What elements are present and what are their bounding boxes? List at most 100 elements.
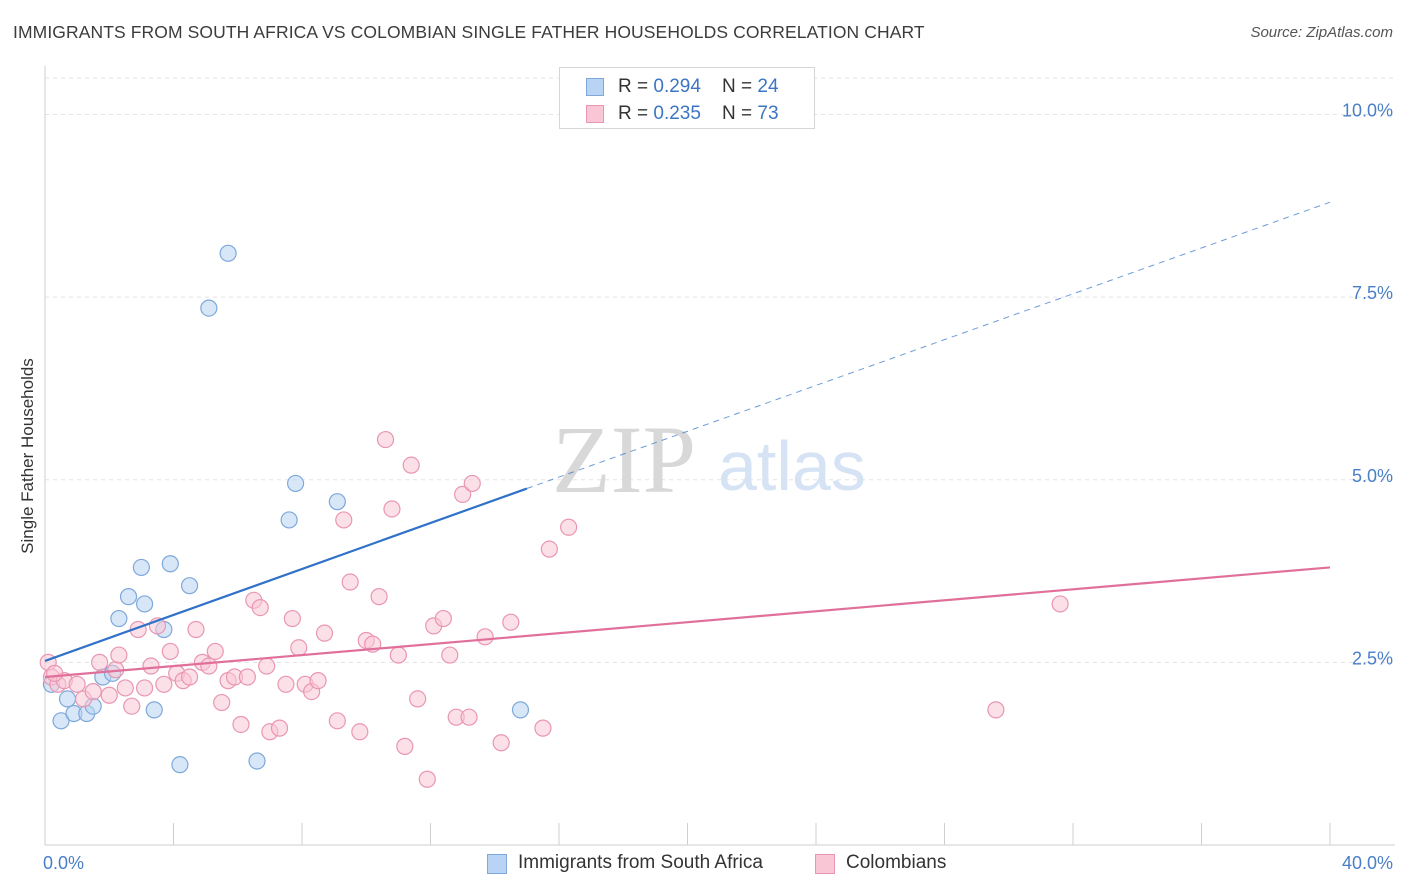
colombians-point [351,723,369,741]
south-africa-point [248,752,266,770]
colombians-point [46,664,64,682]
colombians-point [441,646,459,664]
south-africa-point [132,558,150,577]
south-africa-point [180,577,199,595]
tick-label-layer: 2.5% 5.0% 7.5% 10.0% 0.0% 40.0% [43,101,1393,873]
colombians-point [232,715,250,734]
colombians-point [402,456,420,474]
colombians-point [370,588,388,606]
colombians-point [68,675,86,693]
colombians-point [277,675,295,693]
colombians-point [110,646,128,664]
x-tick-label: 0.0% [43,853,84,873]
stats-text: R = 0.294 N = 24 [618,76,779,98]
colombians-point [213,693,231,712]
south-africa-point [280,511,298,529]
colombians-point [200,657,218,675]
colombians-point [135,679,154,697]
colombians-point [389,646,407,664]
colombians-point [180,668,199,686]
n-label: N = [722,76,758,97]
south-africa-point [219,244,237,262]
colombians-point [492,734,510,752]
colombians-point [290,639,308,657]
watermark-atlas: atlas [718,427,866,505]
colombians-point [84,682,102,701]
colombians-point [100,686,118,704]
y-tick-label: 7.5% [1352,283,1393,303]
n-label: N = [722,103,758,124]
n-value: 73 [757,103,779,124]
stats-box: R = 0.294 N = 24 R = 0.235 N = 73 [559,67,815,129]
stats-swatch-blue [586,78,604,96]
legend-label: Immigrants from South Africa [518,852,763,873]
colombians-point [258,657,276,675]
colombians-point [116,679,134,697]
colombians-point [335,511,353,529]
grid-layer [45,77,1395,663]
colombians-point [206,642,224,661]
colombians-point [187,620,205,639]
colombians-point [460,708,478,726]
colombians-point [434,609,452,628]
r-value: 0.235 [653,103,701,124]
colombians-point [560,518,578,536]
south-africa-point [58,690,77,708]
trend-layer [44,201,1331,679]
colombians-point [534,719,552,737]
south-africa-point [110,609,128,628]
colombians-point [161,642,179,661]
colombians-point [309,672,327,690]
legend: Immigrants from South Africa Colombians [0,851,1406,877]
colombians-point [270,719,289,737]
stats-swatch-pink [586,105,604,123]
colombians-point [1051,595,1069,613]
legend-swatch-blue [487,854,507,874]
south-africa-point [328,493,346,511]
south-africa-point [511,701,530,719]
colombians-point [251,598,269,617]
colombians-point [155,675,173,693]
stats-text: R = 0.235 N = 73 [618,103,779,125]
south-africa-point [135,595,154,613]
south-africa-point [52,712,70,730]
south-africa-point [145,701,163,719]
colombians-point [476,628,494,646]
y-tick-label: 10.0% [1342,101,1393,121]
y-tick-label: 2.5% [1352,648,1393,668]
legend-label: Colombians [846,852,947,873]
south-africa-point [119,588,138,606]
colombians-point [540,540,558,558]
chart-title: IMMIGRANTS FROM SOUTH AFRICA VS COLOMBIA… [13,22,925,42]
colombians-point [396,737,414,755]
colombians-point [383,500,401,518]
colombians-point [376,430,395,449]
colombians-point [502,613,520,631]
watermark-zip: ZIP [552,406,696,513]
south-africa-point [286,474,305,493]
colombians-point [454,485,472,503]
south-africa-point [171,756,189,774]
colombians-point [987,701,1005,719]
south-africa-trendline-extension [526,201,1331,489]
r-label: R = [618,103,654,124]
x-tick-label: 40.0% [1342,853,1393,873]
n-value: 24 [757,76,779,97]
axis-layer [44,66,1395,846]
colombians-point [418,770,436,788]
colombians-point [328,712,346,730]
colombians-point [123,697,141,715]
south-africa-point [161,555,179,573]
colombians-point [315,624,334,642]
source-credit: Source: ZipAtlas.com [1250,24,1393,41]
south-africa-trendline [44,487,528,662]
colombians-point [341,573,359,591]
south-africa-point [200,299,218,317]
colombians-point [463,474,481,493]
watermark: ZIP atlas [552,406,866,513]
colombians-point [91,653,109,671]
colombians-point [142,657,160,675]
colombians-trendline [44,566,1331,679]
colombians-point [238,668,256,686]
